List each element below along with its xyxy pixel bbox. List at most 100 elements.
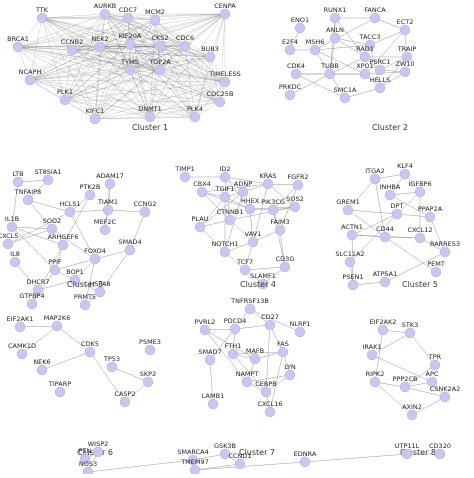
edge [129, 45, 186, 71]
edge [29, 69, 161, 81]
edge [84, 258, 96, 306]
edge [314, 17, 376, 51]
node-label: FTH1 [225, 342, 242, 350]
edge [396, 191, 421, 215]
edge [99, 46, 151, 118]
node-label: NEK6 [33, 358, 50, 366]
node [9, 256, 21, 268]
node-label: ACTN1 [341, 223, 363, 231]
node [284, 44, 296, 56]
edge [129, 43, 151, 118]
edge [11, 226, 64, 246]
edge [104, 13, 161, 47]
node [374, 82, 386, 94]
node-label: STK3 [402, 321, 419, 329]
node-label: FOXO4 [84, 247, 106, 255]
edge [184, 45, 196, 118]
edge [201, 183, 269, 193]
node-label: ADAM17 [96, 172, 124, 180]
node-label: ST8SIA1 [35, 168, 62, 176]
edge [94, 17, 129, 120]
edge [159, 69, 196, 118]
edge [104, 13, 221, 103]
edge [29, 69, 131, 81]
edge [159, 45, 211, 58]
node [284, 369, 296, 381]
node [399, 66, 411, 78]
edge [371, 332, 411, 356]
node-label: ANLN [326, 26, 344, 34]
node [329, 12, 341, 24]
edge [129, 69, 151, 118]
edge [99, 46, 196, 118]
edge [129, 43, 161, 71]
edge [41, 13, 226, 19]
node [294, 22, 306, 34]
edge [94, 56, 211, 120]
edge [64, 46, 101, 101]
edge [404, 386, 446, 398]
edge [17, 17, 43, 48]
node-label: CSNK2A2 [430, 385, 461, 393]
edge [29, 43, 131, 81]
node-label: DPT [391, 202, 404, 210]
node-label: CXCL16 [258, 400, 283, 408]
node-label: GTPBP4 [19, 292, 44, 300]
node [257, 278, 269, 290]
edge [64, 99, 196, 118]
edge [127, 17, 151, 118]
edge [334, 37, 371, 46]
edge [232, 351, 284, 355]
edge [64, 43, 131, 101]
node-label: GREM1 [336, 198, 359, 206]
edge [99, 13, 106, 48]
node [414, 232, 426, 244]
node [16, 348, 28, 360]
edge [209, 308, 251, 361]
edge [289, 73, 331, 96]
node [264, 319, 276, 331]
node [364, 39, 376, 51]
node [439, 391, 451, 403]
edge [94, 45, 161, 120]
edge [19, 325, 58, 328]
edge [17, 46, 161, 71]
node [344, 256, 356, 268]
edge [384, 251, 446, 283]
edge [27, 199, 71, 213]
node-label: SOS2 [286, 195, 304, 203]
node [329, 32, 341, 44]
node [289, 201, 301, 213]
node [84, 346, 96, 358]
node-label: ADNP [234, 180, 252, 188]
edge [129, 45, 161, 71]
node-label: CD44 [376, 225, 394, 233]
edge [252, 183, 269, 243]
edge [69, 211, 96, 260]
node [234, 458, 246, 470]
node-label: PPAP2A [418, 205, 443, 213]
edge [154, 13, 226, 21]
node [359, 68, 371, 80]
edge [127, 17, 211, 58]
node-label: CBX4 [193, 180, 211, 188]
edge [17, 17, 129, 48]
edge [11, 226, 53, 230]
edge [17, 45, 161, 48]
node [36, 364, 48, 376]
edge [329, 56, 366, 75]
node-label: SLC11A2 [335, 250, 364, 258]
node-label: KLF4 [397, 162, 413, 170]
node [324, 68, 336, 80]
node [144, 344, 156, 356]
node-label: CASP2 [114, 390, 135, 398]
edge [89, 351, 126, 403]
node-label: TP53 [103, 355, 120, 363]
node [247, 236, 259, 248]
node [366, 349, 378, 361]
edge [64, 99, 96, 120]
edge [94, 13, 106, 120]
node-label: PTK2B [80, 183, 101, 191]
edge [41, 17, 101, 48]
edge [129, 43, 196, 118]
